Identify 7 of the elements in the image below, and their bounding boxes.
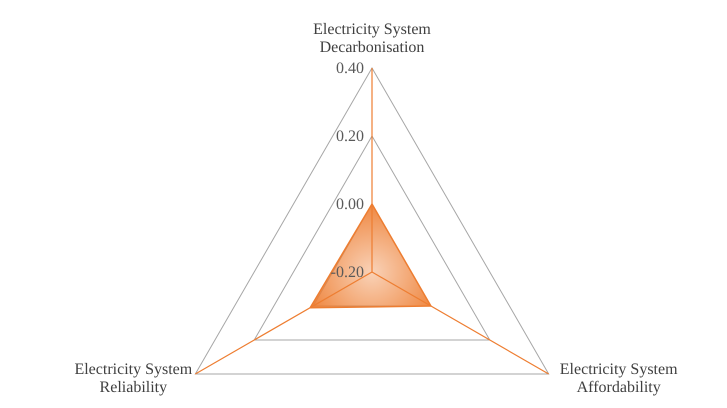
y-tick-label: 0.20 xyxy=(336,128,364,145)
spoke-label: Electricity System Reliability xyxy=(74,361,193,396)
spoke-label: Electricity System Affordability xyxy=(560,361,678,396)
y-tick-label: -0.20 xyxy=(330,264,364,281)
y-tick-label: 0.40 xyxy=(336,60,364,77)
spoke-label: Electricity System Decarbonisation xyxy=(313,21,432,56)
y-tick-label: 0.00 xyxy=(336,196,364,213)
